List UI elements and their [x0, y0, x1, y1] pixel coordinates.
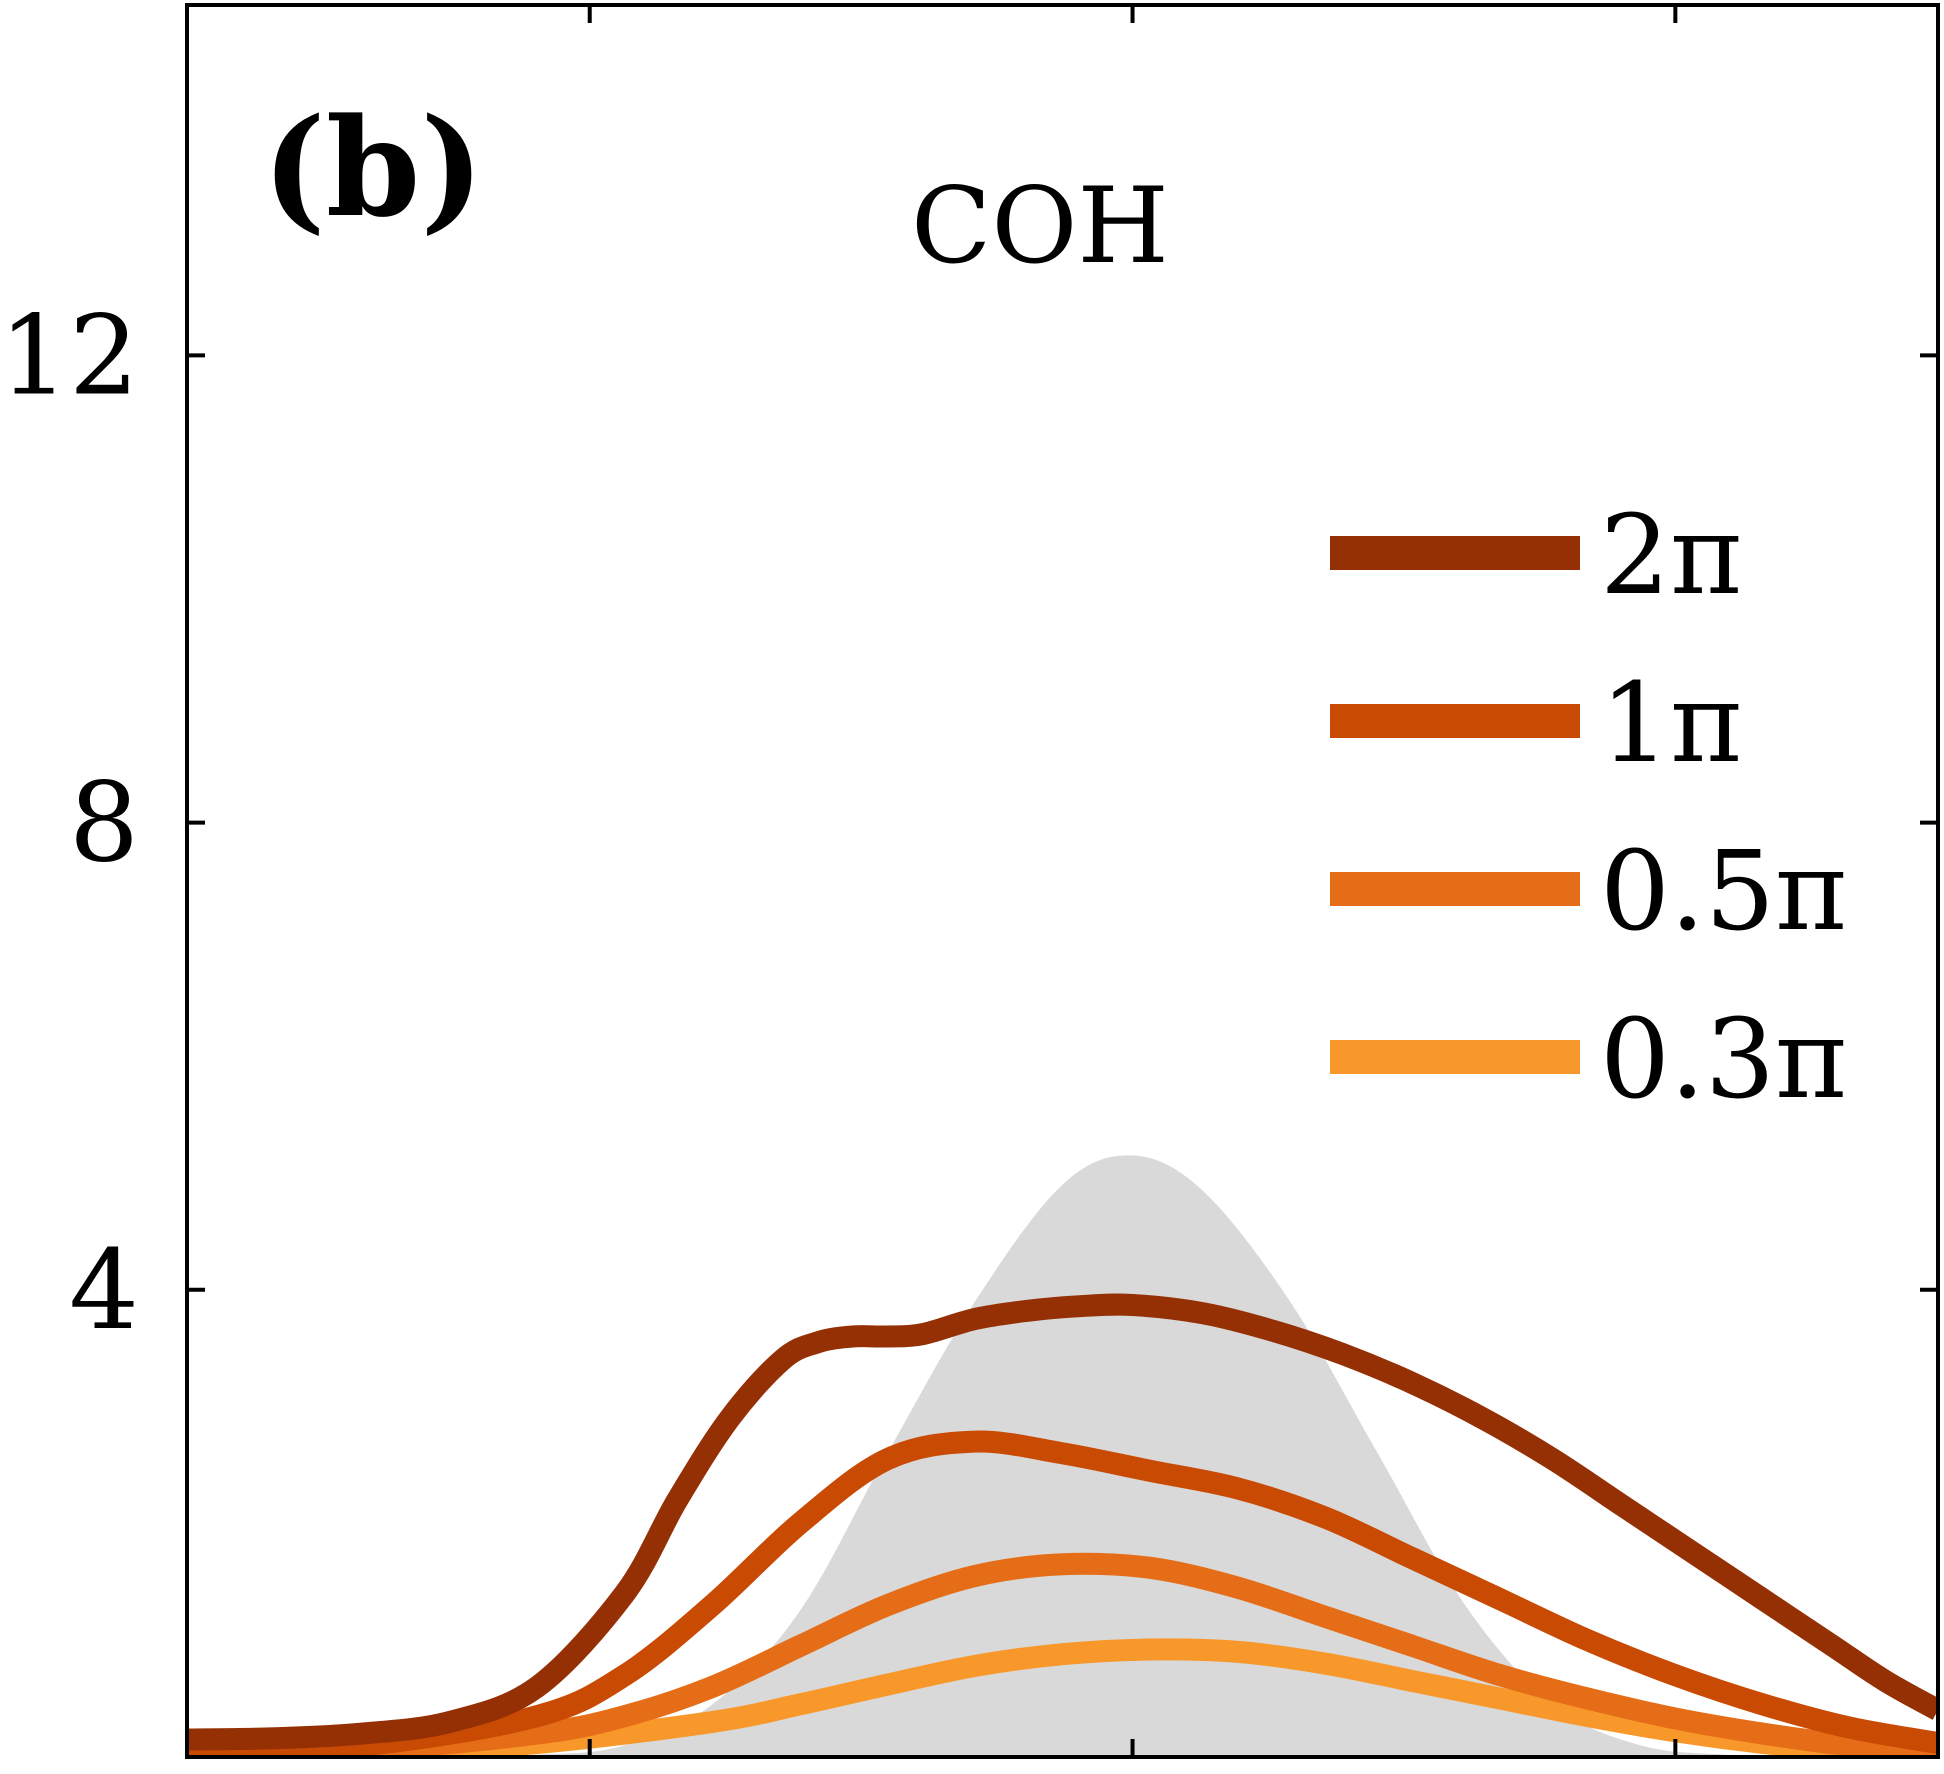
legend-label: 1π	[1600, 659, 1742, 787]
panel-label: (b)	[262, 88, 484, 247]
y-tick-label: 8	[69, 759, 139, 887]
chart-title: COH	[911, 165, 1169, 287]
series-line-0.3pi	[187, 1638, 1938, 1757]
y-tick-label: 4	[69, 1226, 139, 1354]
series-line-2pi	[187, 1293, 1938, 1751]
y-tick-label: 12	[0, 291, 139, 419]
plot-frame	[185, 3, 1940, 1759]
series-line-0.5pi	[187, 1552, 1938, 1757]
legend-label: 2π	[1600, 491, 1742, 619]
series-line-1pi	[187, 1430, 1938, 1757]
legend: 2π 1π 0.5π 0.3π	[1330, 491, 1847, 1123]
legend-label: 0.3π	[1600, 995, 1847, 1123]
legend-label: 0.5π	[1600, 827, 1847, 955]
tick-layer: 4 8 12	[0, 5, 1938, 1757]
series-layer	[187, 1293, 1938, 1757]
